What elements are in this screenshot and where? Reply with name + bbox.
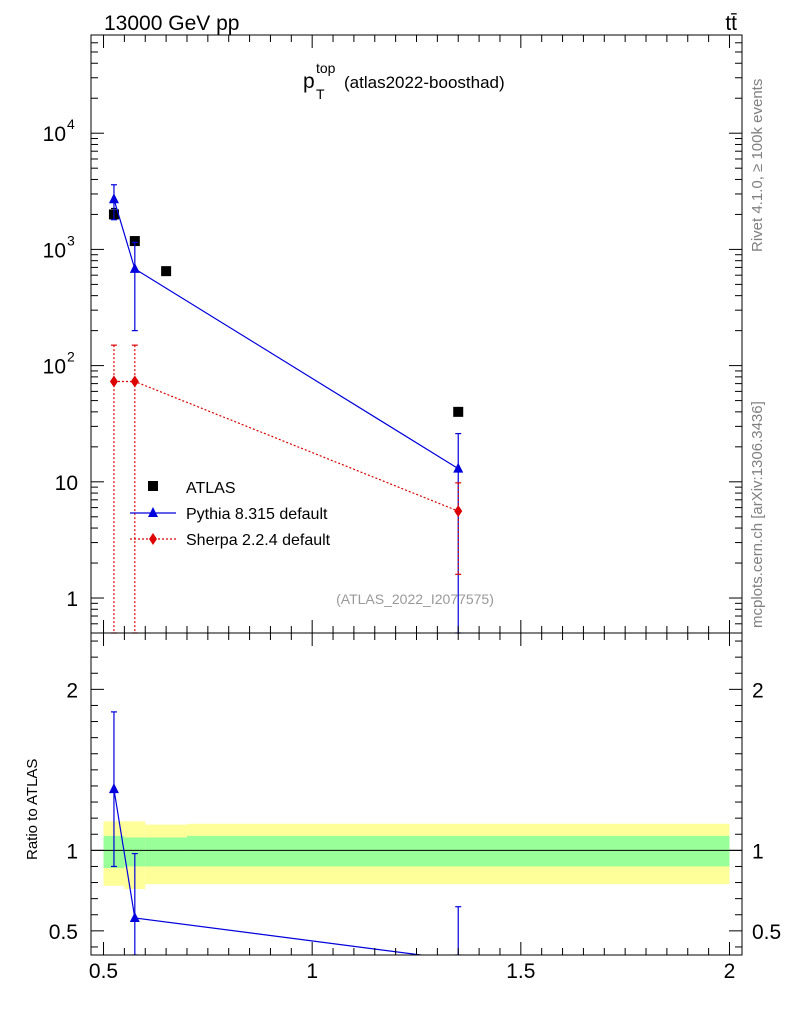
- ratio-series-group: [108, 711, 462, 955]
- ratio-ytick-label-right: 0.5: [752, 921, 781, 944]
- mcplots-label: mcplots.cern.ch [arXiv:1306.3436]: [749, 401, 766, 628]
- analysis-tag: (atlas2022-boosthad): [344, 73, 505, 92]
- ratio-panel: 0.5 0.5 1 1 2 2 0.5 1 1.5 2 Ratio to ATLAS: [24, 632, 781, 983]
- sherpa-point-1: [130, 375, 139, 388]
- main-ytick-exponent: 2: [67, 349, 75, 365]
- main-ytick-label: 10: [55, 472, 78, 495]
- main-ytick-label: 10: [43, 356, 66, 379]
- main-ytick-label: 10: [43, 239, 66, 262]
- legend-marker-atlas: [148, 481, 158, 491]
- ratio-ylabel: Ratio to ATLAS: [24, 759, 41, 860]
- rivet-version-label: Rivet 4.1.0, ≥ 100k events: [749, 79, 766, 252]
- ratio-xtick-label: 1.5: [506, 960, 535, 983]
- main-ytick-exponent: 4: [67, 116, 75, 132]
- atlas-point-1: [129, 236, 140, 247]
- atlas-point-2: [161, 266, 172, 277]
- ratio-ytick-label-right: 1: [752, 840, 764, 863]
- main-ytick-label: 1: [66, 588, 78, 611]
- main-ytick-exponent: 3: [67, 232, 75, 248]
- main-ytick-label: 10: [43, 123, 66, 146]
- pythia-point-0: [108, 193, 119, 204]
- legend: ATLAS Pythia 8.315 default Sherpa 2.2.4 …: [130, 480, 331, 549]
- observable-superscript: top: [316, 60, 336, 76]
- ratio-xtick-label: 1: [306, 960, 318, 983]
- ratio-pythia-point-1: [129, 911, 140, 922]
- ratio-ytick-label-left: 1: [66, 840, 78, 863]
- legend-marker-sherpa: [149, 533, 157, 545]
- energy-label: 13000 GeV pp: [104, 12, 239, 35]
- ratio-data-layer: [91, 711, 742, 955]
- stat-uncertainty-band-3: [186, 835, 730, 867]
- stat-uncertainty-band-2: [145, 837, 187, 867]
- observable-subscript: T: [316, 86, 325, 102]
- ratio-ytick-label-left: 0.5: [49, 921, 78, 944]
- stat-uncertainty-band-1: [124, 837, 146, 867]
- sherpa-point-0: [109, 375, 118, 388]
- atlas-point-3: [453, 406, 464, 417]
- pythia-point-1: [129, 262, 140, 273]
- sherpa-point-2: [454, 505, 463, 518]
- legend-marker-pythia: [148, 507, 158, 517]
- analysis-id-label: (ATLAS_2022_I2077575): [336, 591, 494, 607]
- legend-label-sherpa: Sherpa 2.2.4 default: [186, 532, 331, 549]
- ratio-ytick-label-right: 2: [752, 679, 764, 702]
- observable-main: p: [303, 70, 315, 93]
- ratio-xtick-label: 2: [724, 960, 736, 983]
- ratio-ytick-label-left: 2: [66, 679, 78, 702]
- pythia-point-2: [453, 462, 464, 473]
- legend-label-pythia: Pythia 8.315 default: [186, 506, 328, 523]
- legend-label-atlas: ATLAS: [186, 480, 236, 497]
- ratio-xtick-label: 0.5: [89, 960, 118, 983]
- process-label: tt̄: [725, 12, 737, 35]
- ratio-pythia-point-0: [108, 783, 119, 794]
- ratio-axes: 0.5 0.5 1 1 2 2 0.5 1 1.5 2 Ratio to ATLAS: [24, 633, 781, 983]
